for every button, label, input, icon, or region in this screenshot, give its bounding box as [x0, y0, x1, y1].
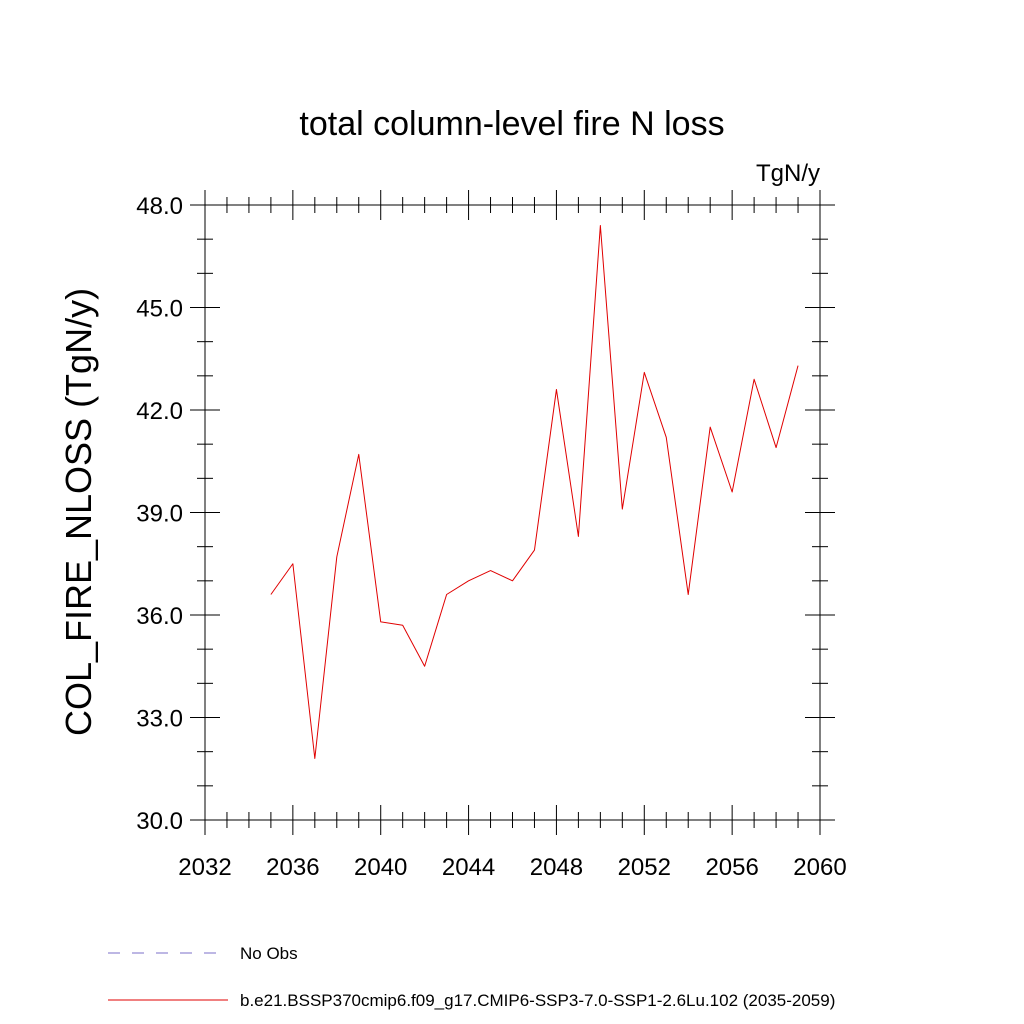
- x-tick-label: 2040: [354, 854, 407, 881]
- plot-frame: [204, 204, 821, 821]
- axis-ticks: [190, 190, 835, 835]
- chart-title: total column-level fire N loss: [299, 105, 724, 143]
- y-axis-title: COL_FIRE_NLOSS (TgN/y): [58, 288, 99, 736]
- legend-label-no-obs: No Obs: [240, 944, 298, 963]
- y-tick-label: 30.0: [136, 808, 183, 835]
- y-tick-label: 45.0: [136, 296, 183, 323]
- y-tick-label: 48.0: [136, 193, 183, 220]
- series-line: [270, 225, 799, 759]
- x-tick-label: 2052: [618, 854, 671, 881]
- legend: No Obs b.e21.BSSP370cmip6.f09_g17.CMIP6-…: [108, 944, 835, 1010]
- x-tick-labels: 2032 2036 2040 2044 2048 2052 2056 2060: [178, 854, 846, 881]
- x-tick-label: 2036: [266, 854, 319, 881]
- x-tick-label: 2048: [530, 854, 583, 881]
- legend-label-model-run: b.e21.BSSP370cmip6.f09_g17.CMIP6-SSP3-7.…: [240, 991, 835, 1010]
- units-label: TgN/y: [756, 160, 820, 187]
- y-tick-label: 42.0: [136, 398, 183, 425]
- y-tick-labels: 30.0 33.0 36.0 39.0 42.0 45.0 48.0: [136, 193, 183, 835]
- x-tick-label: 2044: [442, 854, 495, 881]
- y-tick-label: 36.0: [136, 603, 183, 630]
- x-tick-label: 2032: [178, 854, 231, 881]
- x-tick-label: 2060: [793, 854, 846, 881]
- y-tick-label: 33.0: [136, 706, 183, 733]
- y-tick-label: 39.0: [136, 501, 183, 528]
- series-group: [270, 225, 799, 759]
- x-tick-label: 2056: [705, 854, 758, 881]
